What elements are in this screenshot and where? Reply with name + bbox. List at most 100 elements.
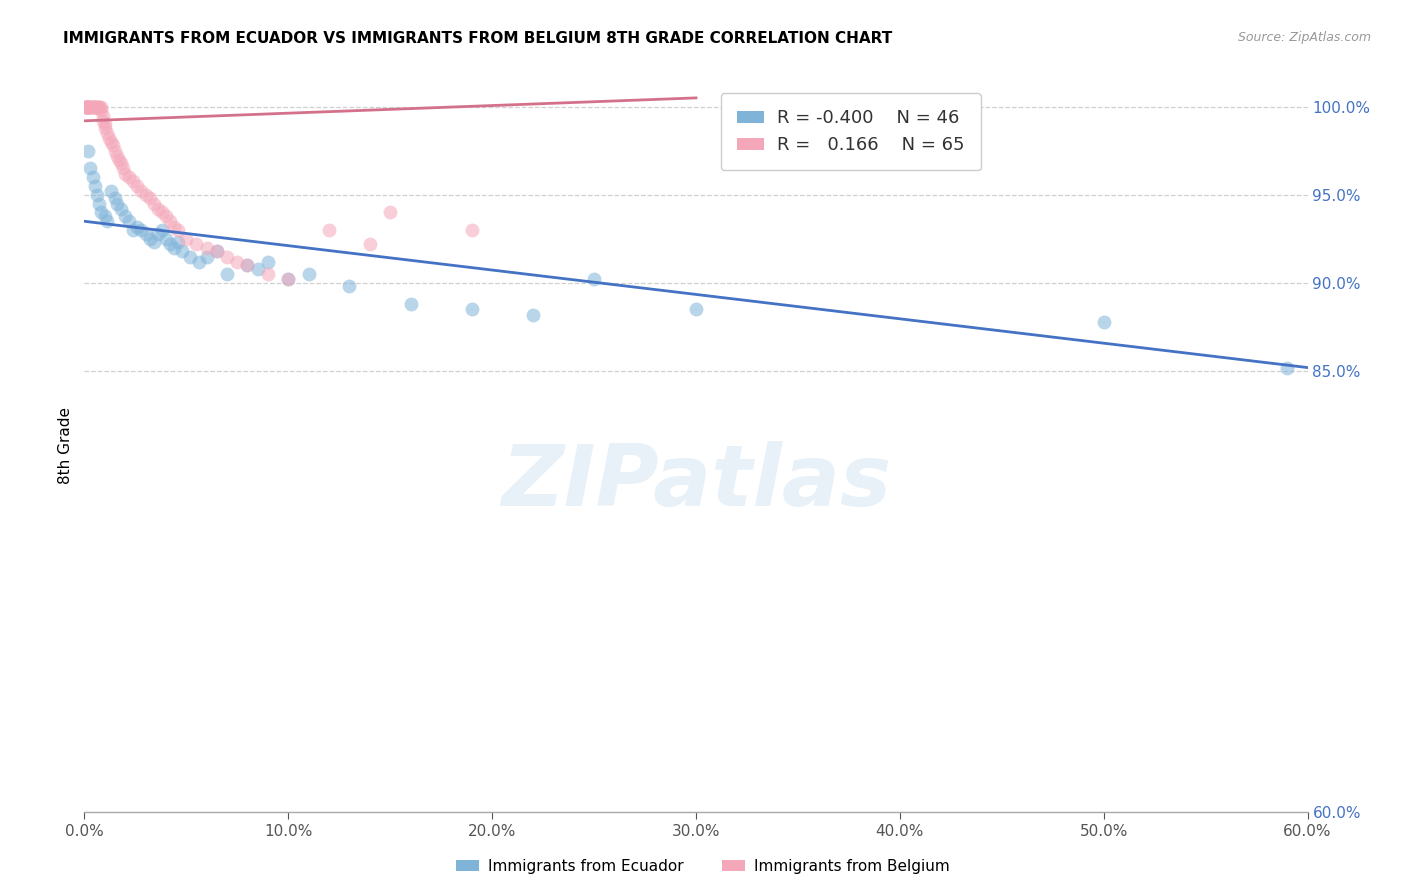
Point <box>77 100 100 114</box>
Point <box>685 302 707 317</box>
Point <box>112 161 135 176</box>
Point <box>217 267 239 281</box>
Point <box>93 209 115 223</box>
Point <box>277 272 299 286</box>
Point <box>105 149 128 163</box>
Point <box>159 237 181 252</box>
Point <box>179 250 201 264</box>
Point <box>118 170 141 185</box>
Point <box>583 272 606 286</box>
Point <box>79 161 101 176</box>
Point <box>298 267 321 281</box>
Point <box>114 209 136 223</box>
Point <box>110 202 132 216</box>
Text: ZIPatlas: ZIPatlas <box>501 441 891 524</box>
Point <box>96 126 118 140</box>
Point <box>399 297 422 311</box>
Point <box>127 219 149 234</box>
Point <box>90 100 112 114</box>
Point <box>174 232 197 246</box>
Point <box>96 214 118 228</box>
Point <box>339 279 361 293</box>
Text: Source: ZipAtlas.com: Source: ZipAtlas.com <box>1237 31 1371 45</box>
Point <box>142 196 165 211</box>
Point <box>122 223 145 237</box>
Point <box>82 100 104 114</box>
Point <box>236 258 259 272</box>
Point <box>77 100 100 114</box>
Point <box>186 237 208 252</box>
Point <box>77 100 100 114</box>
Point <box>187 255 209 269</box>
Point <box>461 302 484 317</box>
Legend: R = -0.400    N = 46, R =   0.166    N = 65: R = -0.400 N = 46, R = 0.166 N = 65 <box>721 93 980 170</box>
Point <box>101 138 124 153</box>
Point <box>142 235 165 250</box>
Point <box>87 100 110 114</box>
Point <box>82 100 104 114</box>
Point <box>1092 315 1115 329</box>
Point <box>127 179 149 194</box>
Point <box>75 100 97 114</box>
Point <box>83 100 105 114</box>
Point <box>195 250 218 264</box>
Point <box>167 223 190 237</box>
Point <box>75 100 97 114</box>
Point <box>359 237 381 252</box>
Point <box>217 250 239 264</box>
Point <box>118 214 141 228</box>
Point <box>83 179 105 194</box>
Point <box>277 272 299 286</box>
Point <box>91 113 114 128</box>
Point <box>97 131 120 145</box>
Point <box>104 191 127 205</box>
Point <box>82 170 104 185</box>
Point <box>77 100 100 114</box>
Point <box>79 100 101 114</box>
Point <box>163 241 186 255</box>
Point <box>93 120 115 135</box>
Y-axis label: 8th Grade: 8th Grade <box>58 408 73 484</box>
Point <box>114 167 136 181</box>
Point <box>87 100 110 114</box>
Point <box>155 232 177 246</box>
Point <box>138 232 160 246</box>
Point <box>110 156 132 170</box>
Point <box>257 267 280 281</box>
Point <box>90 103 112 118</box>
Point <box>205 244 228 259</box>
Point <box>150 205 173 219</box>
Point <box>195 241 218 255</box>
Point <box>522 308 544 322</box>
Point <box>159 214 181 228</box>
Legend: Immigrants from Ecuador, Immigrants from Belgium: Immigrants from Ecuador, Immigrants from… <box>450 853 956 880</box>
Point <box>77 100 100 114</box>
Point <box>75 100 97 114</box>
Point <box>461 223 484 237</box>
Point <box>79 100 101 114</box>
Point <box>75 100 97 114</box>
Point <box>86 100 108 114</box>
Point <box>146 202 169 216</box>
Point <box>167 235 190 250</box>
Point <box>1277 360 1299 375</box>
Point <box>150 223 173 237</box>
Point <box>100 135 122 149</box>
Point <box>93 117 115 131</box>
Point <box>79 100 101 114</box>
Point <box>75 100 97 114</box>
Point <box>135 187 157 202</box>
Point <box>205 244 228 259</box>
Point <box>138 191 160 205</box>
Point <box>318 223 340 237</box>
Point <box>131 223 153 237</box>
Point <box>236 258 259 272</box>
Point <box>104 144 127 158</box>
Point <box>257 255 280 269</box>
Text: IMMIGRANTS FROM ECUADOR VS IMMIGRANTS FROM BELGIUM 8TH GRADE CORRELATION CHART: IMMIGRANTS FROM ECUADOR VS IMMIGRANTS FR… <box>63 31 893 46</box>
Point <box>83 100 105 114</box>
Point <box>226 255 249 269</box>
Point <box>77 144 100 158</box>
Point <box>100 184 122 198</box>
Point <box>86 100 108 114</box>
